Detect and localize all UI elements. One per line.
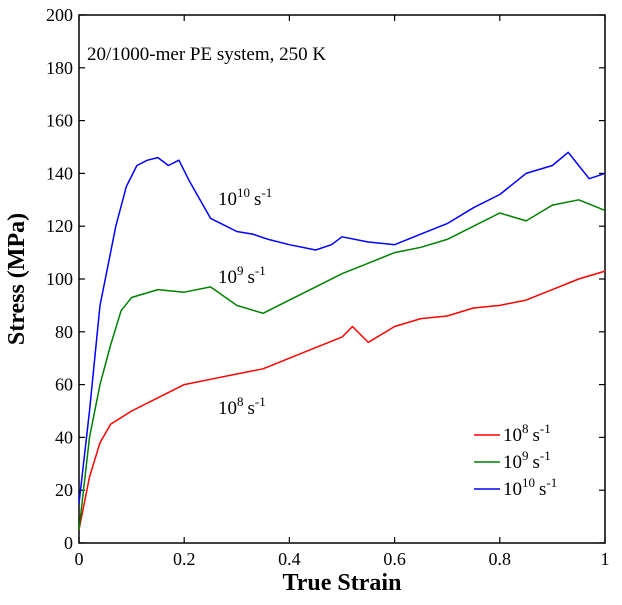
curve-label-0: 108 s-1 [218,394,266,419]
curve-label-1: 109 s-1 [218,263,266,288]
x-tick-label: 0.6 [383,549,406,569]
x-axis-label: True Strain [283,570,402,596]
y-tick-label: 60 [55,375,73,395]
y-tick-label: 140 [46,163,73,183]
y-tick-label: 180 [46,58,73,78]
y-tick-label: 0 [64,533,73,553]
series-line-2 [78,151,606,504]
series-line-1 [78,199,606,530]
legend-item: 108 s-1 [474,421,551,446]
series-line-0 [78,270,606,530]
x-tick-label: 0.8 [489,549,512,569]
y-tick-label: 100 [46,269,73,289]
plot-frame [78,14,606,544]
x-tick-label: 0.4 [278,549,301,569]
legend-item: 109 s-1 [474,448,551,473]
legend-label: 109 s-1 [503,448,551,473]
annotation-title: 20/1000-mer PE system, 250 K [87,44,326,65]
x-tick-label: 0 [75,549,84,569]
y-tick-label: 20 [55,480,73,500]
y-tick-label: 160 [46,111,73,131]
legend-label: 108 s-1 [503,421,551,446]
legend-label: 1010 s-1 [503,475,557,500]
y-tick-label: 120 [46,216,73,236]
y-axis-label: Stress (MPa) [4,213,30,345]
curve-label-2: 1010 s-1 [218,185,272,210]
y-tick-label: 80 [55,322,73,342]
y-tick-label: 40 [55,427,73,447]
legend-item: 1010 s-1 [474,475,557,500]
x-tick-label: 0.2 [173,549,196,569]
x-tick-label: 1 [601,549,610,569]
y-tick-label: 200 [46,5,73,25]
